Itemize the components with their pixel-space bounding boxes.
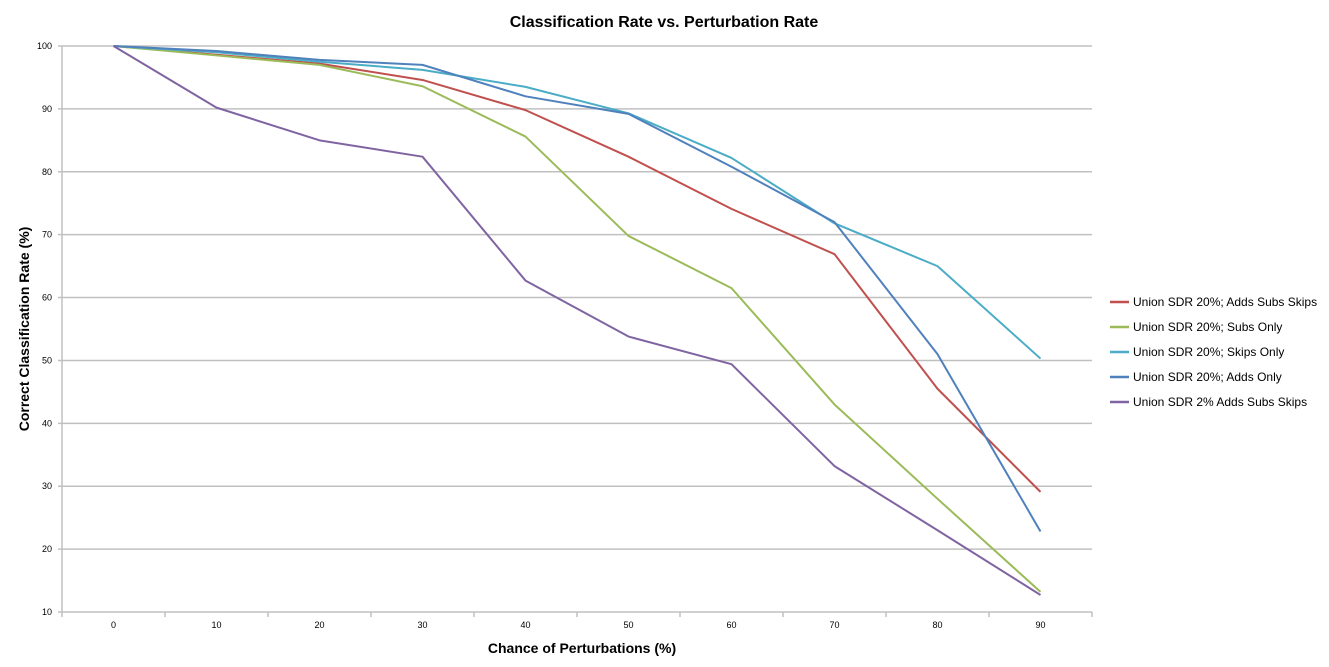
series-line xyxy=(113,45,1042,360)
y-tick-label: 10 xyxy=(42,607,52,617)
y-tick-label: 70 xyxy=(42,230,52,240)
y-tick-label: 20 xyxy=(42,544,52,554)
y-axis-label: Correct Classification Rate (%) xyxy=(16,227,32,432)
legend-entry: Union SDR 2% Adds Subs Skips xyxy=(1133,395,1307,409)
series-line xyxy=(113,45,1042,593)
series-line xyxy=(113,45,1042,493)
y-tick-label: 80 xyxy=(42,167,52,177)
x-tick-label: 40 xyxy=(520,620,530,630)
chart-title: Classification Rate vs. Perturbation Rat… xyxy=(510,14,819,31)
x-tick-label: 30 xyxy=(417,620,427,630)
legend-entry: Union SDR 20%; Adds Subs Skips xyxy=(1133,295,1317,309)
x-axis-label: Chance of Perturbations (%) xyxy=(488,640,676,656)
series-line xyxy=(113,45,1042,533)
y-tick-label: 90 xyxy=(42,104,52,114)
y-tick-label: 100 xyxy=(37,41,52,51)
legend-entry: Union SDR 20%; Subs Only xyxy=(1133,320,1282,334)
x-tick-label: 0 xyxy=(111,620,116,630)
x-tick-label: 10 xyxy=(211,620,221,630)
x-tick-label: 60 xyxy=(726,620,736,630)
y-tick-label: 60 xyxy=(42,293,52,303)
y-tick-label: 50 xyxy=(42,355,52,365)
series-line xyxy=(112,45,1042,596)
x-tick-label: 20 xyxy=(314,620,324,630)
legend-entry: Union SDR 20%; Skips Only xyxy=(1133,345,1284,359)
x-tick-label: 50 xyxy=(623,620,633,630)
x-tick-label: 90 xyxy=(1035,620,1045,630)
y-tick-label: 30 xyxy=(42,481,52,491)
x-tick-label: 80 xyxy=(932,620,942,630)
legend-entry: Union SDR 20%; Adds Only xyxy=(1133,370,1282,384)
x-tick-label: 70 xyxy=(829,620,839,630)
y-tick-label: 40 xyxy=(42,418,52,428)
